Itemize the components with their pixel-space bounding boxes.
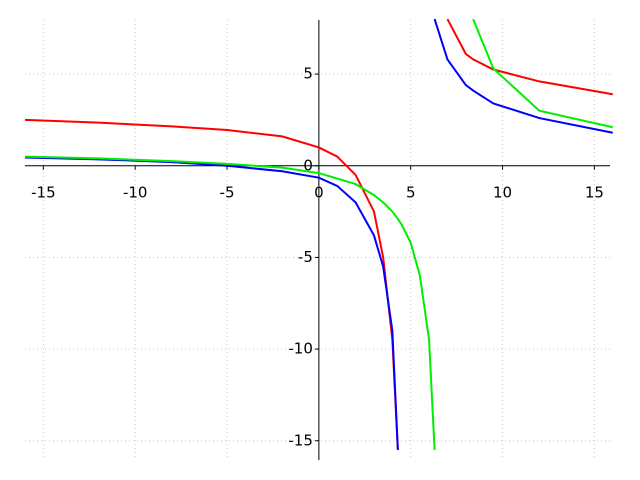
x-tick-label: 10 — [493, 183, 512, 201]
x-tick-label: -10 — [123, 183, 148, 201]
x-tick-label: 15 — [585, 183, 604, 201]
y-tick-label: -5 — [298, 248, 313, 266]
y-tick-label: -15 — [288, 431, 313, 449]
x-tick-label: -15 — [31, 183, 56, 201]
line-series — [24, 18, 613, 450]
y-tick-label: -10 — [288, 340, 313, 358]
x-tick-label: 5 — [406, 183, 416, 201]
x-tick-label: -5 — [220, 183, 235, 201]
y-tick-label: 5 — [303, 65, 313, 83]
